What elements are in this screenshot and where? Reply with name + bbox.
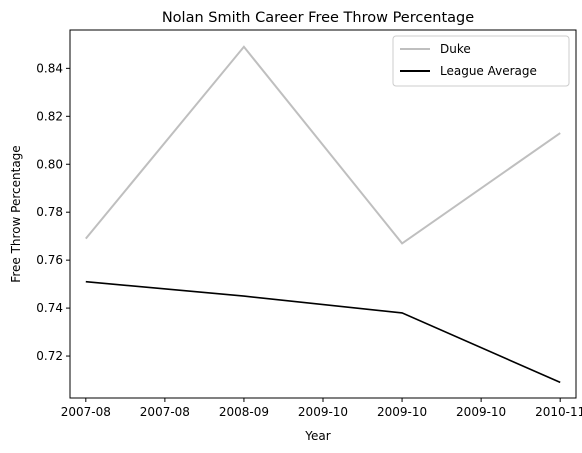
legend: Duke League Average xyxy=(393,36,569,86)
x-axis-label: Year xyxy=(304,429,330,443)
series-line-league-average xyxy=(86,282,560,383)
y-axis-label: Free Throw Percentage xyxy=(9,145,23,282)
chart-title: Nolan Smith Career Free Throw Percentage xyxy=(162,10,474,26)
x-tick-label: 2010-11 xyxy=(535,405,582,419)
x-tick-label: 2009-10 xyxy=(298,405,348,419)
y-tick-label: 0.78 xyxy=(36,205,63,219)
y-tick-label: 0.80 xyxy=(36,157,63,171)
x-tick-label: 2007-08 xyxy=(140,405,190,419)
legend-label-league-average: League Average xyxy=(440,64,537,78)
legend-box xyxy=(393,36,569,86)
y-tick-label: 0.84 xyxy=(36,61,63,75)
series-lines xyxy=(86,47,560,383)
x-tick-label: 2009-10 xyxy=(456,405,506,419)
y-tick-label: 0.76 xyxy=(36,253,63,267)
axis-ticks: 2007-08 2007-08 2008-09 2009-10 2009-10 2009-… xyxy=(36,61,582,419)
y-tick-label: 0.72 xyxy=(36,349,63,363)
y-tick-label: 0.82 xyxy=(36,109,63,123)
y-tick-label: 0.74 xyxy=(36,301,63,315)
legend-label-duke: Duke xyxy=(440,42,471,56)
x-tick-label: 2009-10 xyxy=(377,405,427,419)
x-tick-label: 2008-09 xyxy=(219,405,269,419)
x-tick-label: 2007-08 xyxy=(61,405,111,419)
